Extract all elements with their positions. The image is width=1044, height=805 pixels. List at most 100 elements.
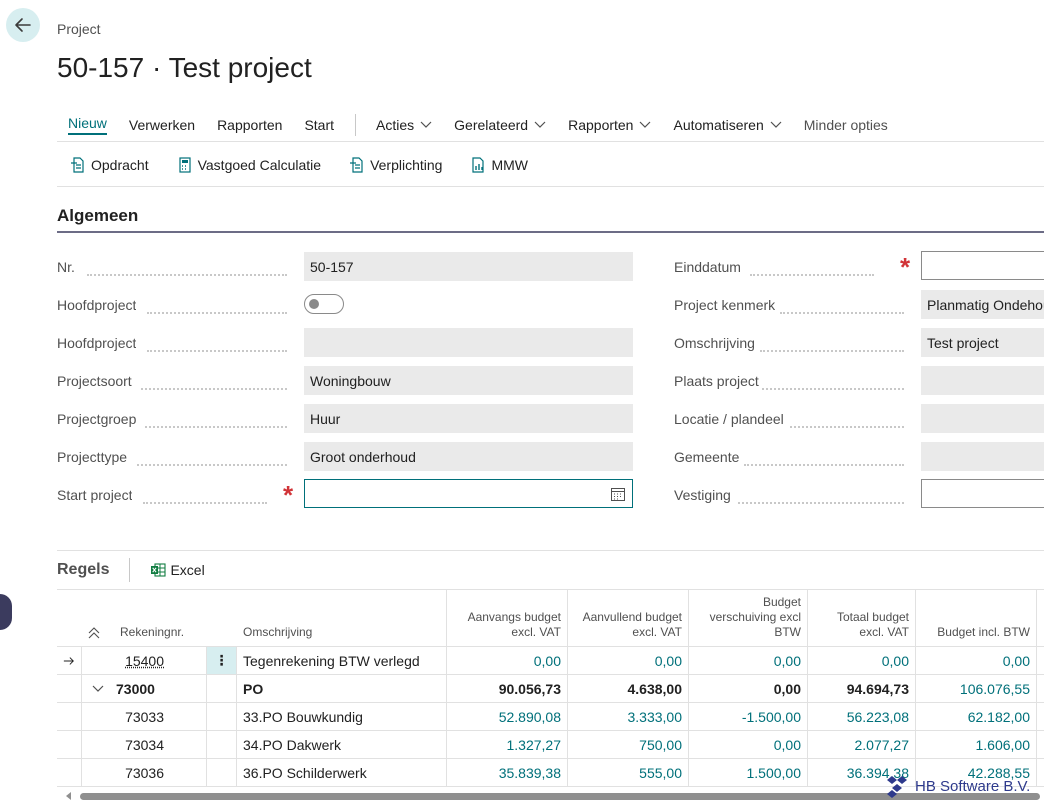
verplichting-button[interactable]: Verplichting — [349, 157, 442, 173]
menu-acties[interactable]: Acties — [376, 108, 432, 141]
rekeningnr-cell[interactable]: 15400 — [82, 647, 207, 674]
aanvangs-cell[interactable]: 90.056,73 — [447, 675, 568, 702]
back-button[interactable] — [6, 8, 40, 42]
aanvullend-cell[interactable]: 4.638,00 — [568, 675, 689, 702]
projectgroep-value: Huur — [304, 404, 633, 433]
action-verwerken[interactable]: Verwerken — [129, 108, 195, 141]
totaal-cell[interactable]: 56.223,08 — [808, 703, 916, 730]
col-omschrijving[interactable]: Omschrijving — [237, 590, 447, 647]
rekeningnr-cell[interactable]: 73000 — [82, 675, 207, 702]
action-nieuw[interactable]: Nieuw — [68, 108, 107, 141]
omschrijving-cell[interactable]: 36.PO Schilderwerk — [237, 759, 447, 786]
aanvullend-cell[interactable]: 750,00 — [568, 731, 689, 758]
col-totaal-budget[interactable]: Totaal budget excl. VAT — [808, 590, 916, 647]
col-budget-incl-btw[interactable]: Budget incl. BTW — [916, 590, 1037, 647]
label-dots — [145, 426, 287, 428]
rekeningnr-cell[interactable]: 73036 — [82, 759, 207, 786]
omschrijving-cell[interactable]: PO — [237, 675, 447, 702]
field-label: Vestiging — [674, 487, 731, 503]
chevron-down-icon[interactable] — [92, 685, 104, 693]
verschuiving-cell[interactable]: 0,00 — [689, 675, 808, 702]
field-label: Hoofdproject — [57, 297, 136, 313]
aanvullend-cell[interactable]: 555,00 — [568, 759, 689, 786]
table-row[interactable]: 73033 33.PO Bouwkundig 52.890,08 3.333,0… — [57, 703, 1044, 731]
incl-cell[interactable]: 106.076,55 — [916, 675, 1037, 702]
col-aanvangs-budget[interactable]: Aanvangs budget excl. VAT — [447, 590, 568, 647]
omschrijving-cell[interactable]: Tegenrekening BTW verlegd — [237, 647, 447, 674]
chevron-down-icon — [639, 121, 651, 129]
verschuiving-cell[interactable]: 0,00 — [689, 731, 808, 758]
breadcrumb: Project — [57, 21, 101, 37]
start-project-input[interactable] — [304, 479, 633, 508]
omschrijving-cell[interactable]: 34.PO Dakwerk — [237, 731, 447, 758]
col-rekeningnr[interactable]: Rekeningnr. — [114, 590, 234, 647]
action-bar: Nieuw Verwerken Rapporten Start Acties G… — [57, 108, 1044, 142]
document-chart-icon — [470, 157, 486, 173]
label-dots — [762, 388, 904, 390]
aanvullend-cell[interactable]: 3.333,00 — [568, 703, 689, 730]
action-rapporten[interactable]: Rapporten — [217, 108, 282, 141]
side-panel-handle[interactable] — [0, 594, 12, 630]
col-aanvullend-budget[interactable]: Aanvullend budget excl. VAT — [568, 590, 689, 647]
verschuiving-cell[interactable]: 1.500,00 — [689, 759, 808, 786]
rekeningnr-cell[interactable]: 73034 — [82, 731, 207, 758]
incl-cell[interactable]: 62.182,00 — [916, 703, 1037, 730]
row-menu-cell — [207, 731, 237, 758]
lines-separator — [129, 558, 130, 582]
einddatum-input[interactable] — [921, 251, 1044, 280]
vastgoed-calculatie-button[interactable]: Vastgoed Calculatie — [177, 157, 321, 173]
label-dots — [137, 464, 287, 466]
less-options-button[interactable]: Minder opties — [804, 108, 888, 141]
opdracht-button[interactable]: Opdracht — [70, 157, 149, 173]
projecttype-value: Groot onderhoud — [304, 442, 633, 471]
rekeningnr-cell[interactable]: 73033 — [82, 703, 207, 730]
chevron-down-icon — [770, 121, 782, 129]
totaal-cell[interactable]: 0,00 — [808, 647, 916, 674]
label-dots — [141, 388, 287, 390]
document-icon — [70, 157, 86, 173]
hoofdproject-value — [304, 328, 633, 357]
required-indicator: * — [900, 257, 910, 277]
label-dots — [87, 274, 287, 276]
scroll-left-icon[interactable] — [66, 792, 71, 800]
row-menu-cell — [207, 703, 237, 730]
field-label: Project kenmerk — [674, 297, 775, 313]
aanvangs-cell[interactable]: 1.327,27 — [447, 731, 568, 758]
incl-cell[interactable]: 0,00 — [916, 647, 1037, 674]
aanvangs-cell[interactable]: 0,00 — [447, 647, 568, 674]
excel-button[interactable]: Excel — [150, 562, 204, 578]
field-vestiging: Vestiging — [674, 480, 914, 509]
table-row[interactable]: 15400 ⋮ Tegenrekening BTW verlegd 0,00 0… — [57, 647, 1044, 675]
aanvangs-cell[interactable]: 52.890,08 — [447, 703, 568, 730]
calendar-icon[interactable] — [610, 486, 626, 502]
action-start[interactable]: Start — [304, 108, 334, 141]
aanvullend-cell[interactable]: 0,00 — [568, 647, 689, 674]
aanvangs-cell[interactable]: 35.839,38 — [447, 759, 568, 786]
label-dots — [750, 274, 874, 276]
field-label: Einddatum — [674, 259, 741, 275]
mmw-button[interactable]: MMW — [470, 157, 528, 173]
verschuiving-cell[interactable]: 0,00 — [689, 647, 808, 674]
table-row[interactable]: 73000 PO 90.056,73 4.638,00 0,00 94.694,… — [57, 675, 1044, 703]
row-menu-button[interactable]: ⋮ — [207, 647, 237, 674]
incl-cell[interactable]: 1.606,00 — [916, 731, 1037, 758]
totaal-cell[interactable]: 94.694,73 — [808, 675, 916, 702]
vestiging-input[interactable] — [921, 479, 1044, 508]
row-menu-cell — [207, 759, 237, 786]
verschuiving-cell[interactable]: -1.500,00 — [689, 703, 808, 730]
menu-automatiseren[interactable]: Automatiseren — [673, 108, 781, 141]
omschrijving-cell[interactable]: 33.PO Bouwkundig — [237, 703, 447, 730]
col-budget-verschuiving[interactable]: Budget verschuiving excl BTW — [689, 590, 808, 647]
field-hoofdproject: Hoofdproject — [57, 328, 297, 357]
table-row[interactable]: 73034 34.PO Dakwerk 1.327,27 750,00 0,00… — [57, 731, 1044, 759]
label-dots — [143, 502, 267, 504]
lines-title[interactable]: Regels — [57, 561, 109, 579]
menu-rapporten[interactable]: Rapporten — [568, 108, 651, 141]
omschrijving-value: Test project — [921, 328, 1044, 357]
field-plaats-project: Plaats project — [674, 366, 914, 395]
totaal-cell[interactable]: 2.077,27 — [808, 731, 916, 758]
menu-gerelateerd[interactable]: Gerelateerd — [454, 108, 546, 141]
hoofdproject-toggle[interactable] — [304, 294, 344, 314]
nr-value: 50-157 — [304, 252, 633, 281]
label-dots — [147, 312, 287, 314]
